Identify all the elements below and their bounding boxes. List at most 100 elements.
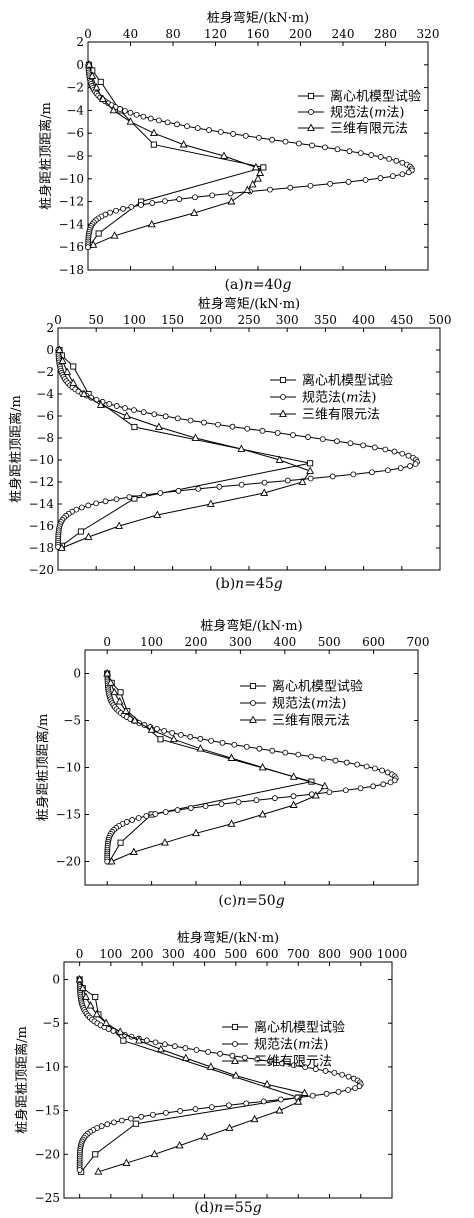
y-tick-label: −16	[29, 519, 54, 533]
x-tick-label: 150	[161, 313, 184, 327]
series-fem-3d	[55, 345, 315, 551]
data-point-circle-marker	[345, 179, 352, 185]
y-tick-label: −5	[63, 714, 81, 728]
data-point-triangle-marker	[275, 455, 284, 463]
x-tick-label: 250	[238, 313, 261, 327]
y-tick-label: −20	[29, 563, 54, 577]
data-point-circle-marker	[126, 494, 133, 501]
data-point-circle-marker	[267, 186, 273, 193]
data-point-circle-marker	[127, 109, 134, 116]
y-axis-title: 桩身距桩顶距离/m	[8, 395, 24, 503]
data-point-circle-marker	[255, 134, 262, 141]
data-point-triangle-marker	[200, 1132, 209, 1140]
data-point-triangle-marker	[243, 185, 252, 194]
data-point-triangle-marker	[106, 678, 115, 686]
data-point-circle-marker	[202, 803, 209, 809]
data-point-circle-marker	[162, 809, 169, 815]
series-line	[79, 979, 299, 1173]
panel-caption: (c)n=50g	[218, 893, 284, 909]
data-point-circle-marker	[177, 731, 184, 738]
x-tick-label: 350	[314, 313, 337, 327]
legend-label-part: 法)	[358, 391, 376, 406]
data-point-circle-marker	[157, 490, 164, 496]
data-point-triangle-marker	[129, 847, 138, 855]
data-point-circle-marker	[174, 807, 181, 813]
legend-label: 离心机模型试验	[302, 373, 393, 389]
data-point-triangle-marker	[102, 1018, 111, 1027]
y-tick-label: −12	[59, 195, 84, 209]
data-point-circle-marker	[219, 739, 226, 746]
data-point-circle-marker	[208, 737, 215, 744]
panel-caption: (b)n=45g	[215, 576, 282, 592]
data-point-circle-marker	[235, 799, 242, 806]
y-tick-label: −10	[56, 761, 81, 775]
data-point-triangle-marker	[206, 1062, 215, 1070]
series-code-m-method	[104, 670, 399, 865]
data-point-circle-marker	[229, 1052, 236, 1059]
x-tick-label: 320	[417, 27, 440, 41]
data-point-circle-marker	[282, 138, 289, 145]
data-point-circle-marker	[201, 419, 207, 426]
x-tick-label: 200	[185, 635, 208, 649]
data-point-triangle-marker	[175, 1140, 184, 1149]
series-fem-3d	[75, 974, 309, 1175]
data-point-circle-marker	[399, 171, 406, 178]
x-tick-label: 450	[390, 313, 413, 327]
data-point-circle-marker	[287, 184, 294, 191]
y-tick-label: −4	[36, 387, 54, 401]
x-tick-label: 280	[374, 27, 397, 41]
data-point-square-marker	[95, 230, 102, 237]
data-point-circle-marker	[111, 1119, 117, 1126]
x-tick-label: 100	[140, 635, 163, 649]
data-point-circle-marker	[238, 481, 245, 488]
data-point-circle-marker	[161, 1041, 168, 1048]
data-point-circle-marker	[326, 789, 333, 796]
legend-label: 规范法(m法)	[254, 1038, 328, 1053]
data-point-circle-marker	[102, 498, 109, 505]
legend-label: 离心机模型试验	[330, 89, 421, 105]
data-point-circle-marker	[106, 400, 113, 407]
data-point-circle-marker	[320, 755, 327, 762]
y-tick-label: 0	[46, 343, 54, 357]
data-point-circle-marker	[386, 155, 393, 162]
data-point-square-marker	[117, 839, 124, 846]
data-point-circle-marker	[271, 795, 278, 802]
data-point-circle-marker	[127, 1115, 134, 1122]
data-point-square-marker	[131, 423, 138, 431]
y-tick-label: −6	[66, 126, 84, 140]
data-point-circle-marker	[141, 492, 147, 498]
data-point-circle-marker	[399, 450, 406, 457]
data-point-circle-marker	[176, 196, 183, 203]
y-tick-label: −6	[36, 409, 54, 423]
data-point-circle-marker	[295, 140, 302, 147]
x-tick-label: 40	[123, 27, 138, 41]
y-tick-label: −18	[59, 263, 84, 277]
x-tick-label: 700	[407, 635, 430, 649]
x-tick-label: 500	[429, 313, 452, 327]
data-point-triangle-marker	[92, 1009, 101, 1018]
y-tick-label: −4	[66, 103, 84, 117]
data-point-triangle-marker	[121, 706, 130, 714]
data-point-triangle-marker	[192, 828, 200, 837]
caption-part: n	[214, 1200, 223, 1216]
data-point-circle-marker	[107, 209, 114, 216]
caption-part: =45	[244, 576, 274, 592]
data-point-triangle-marker	[89, 240, 98, 248]
y-axis-title: 桩身距桩顶距离/m	[14, 1026, 30, 1134]
x-tick-label: 80	[165, 27, 180, 41]
data-point-triangle-marker	[110, 687, 119, 696]
data-point-triangle-marker	[149, 128, 158, 137]
data-point-circle-marker	[129, 817, 136, 823]
data-point-circle-marker	[182, 1045, 189, 1051]
data-point-circle-marker	[225, 1102, 232, 1109]
y-tick-label: 2	[46, 321, 54, 335]
x-tick-label: 0	[76, 947, 84, 961]
x-axis-title: 桩身弯矩/(kN·m)	[198, 296, 300, 312]
data-point-triangle-marker	[263, 1079, 271, 1088]
data-point-circle-marker	[195, 485, 202, 492]
series-line	[59, 349, 311, 547]
x-tick-label: 900	[349, 947, 372, 961]
data-point-circle-marker	[269, 747, 276, 754]
data-point-circle-marker	[370, 783, 377, 790]
data-point-square-marker	[92, 993, 99, 1001]
